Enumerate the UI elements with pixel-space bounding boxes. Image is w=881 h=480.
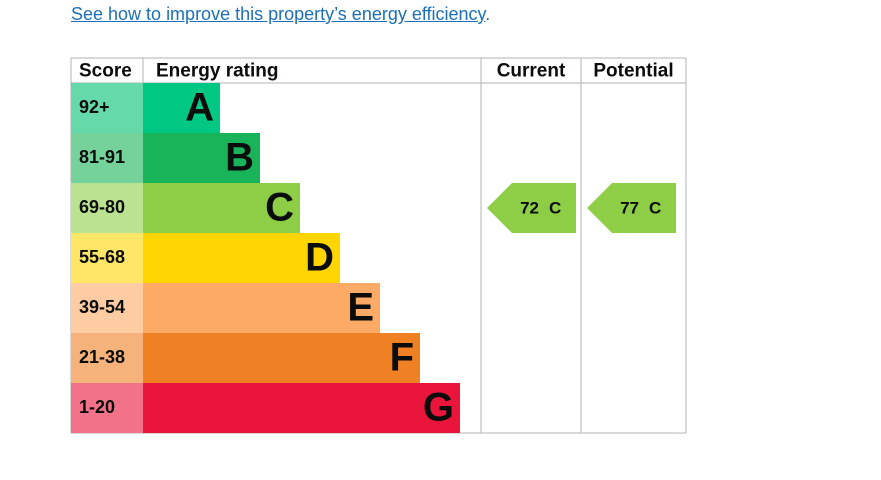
score-cell — [71, 383, 143, 433]
rating-letter: C — [265, 186, 294, 230]
rating-bar — [143, 383, 460, 433]
score-label: 39-54 — [79, 297, 125, 317]
rating-bar — [143, 83, 220, 133]
rating-bar — [143, 133, 260, 183]
header: Potential — [593, 61, 673, 82]
rating-letter: F — [390, 336, 414, 380]
score-label: 55-68 — [79, 247, 125, 267]
header: Score — [79, 61, 132, 82]
score-cell — [71, 133, 143, 183]
rating-bar — [143, 233, 340, 283]
score-cell — [71, 83, 143, 133]
rating-letter: A — [185, 86, 214, 130]
rating-bar — [143, 333, 420, 383]
score-label: 21-38 — [79, 347, 125, 367]
rating-bar — [143, 183, 300, 233]
score-cell — [71, 333, 143, 383]
potential-score: 77 — [620, 198, 639, 217]
current-arrow — [487, 183, 576, 233]
rating-letter: B — [225, 136, 254, 180]
rating-bar — [143, 283, 380, 333]
rating-letter: E — [347, 286, 374, 330]
score-cell — [71, 283, 143, 333]
improve-text: See how to improve this property’s energ… — [71, 4, 490, 25]
score-label: 81-91 — [79, 147, 125, 167]
score-label: 92+ — [79, 97, 110, 117]
score-cell — [71, 233, 143, 283]
score-label: 1-20 — [79, 397, 115, 417]
potential-arrow — [587, 183, 676, 233]
potential-letter: C — [649, 198, 661, 217]
improve-link[interactable]: See how to improve this property’s energ… — [71, 4, 486, 24]
rating-letter: D — [305, 236, 334, 280]
header: Current — [497, 61, 566, 82]
current-score: 72 — [520, 198, 539, 217]
current-letter: C — [549, 198, 561, 217]
score-label: 69-80 — [79, 197, 125, 217]
link-dot: . — [485, 4, 491, 24]
score-cell — [71, 183, 143, 233]
header: Energy rating — [156, 61, 278, 82]
rating-letter: G — [423, 386, 454, 430]
